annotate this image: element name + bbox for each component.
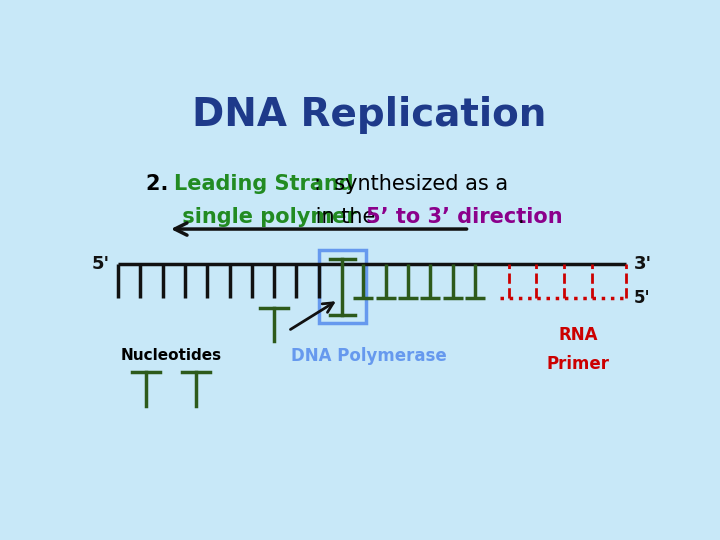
Text: 5’ to 3’ direction: 5’ to 3’ direction	[366, 207, 562, 227]
Text: in the: in the	[309, 207, 382, 227]
Text: :  synthesized as a: : synthesized as a	[314, 173, 508, 193]
Text: 2.: 2.	[145, 173, 183, 193]
Text: RNA: RNA	[559, 326, 598, 344]
Text: 3': 3'	[634, 255, 652, 273]
Text: DNA Polymerase: DNA Polymerase	[291, 347, 447, 365]
Text: Leading Strand: Leading Strand	[174, 173, 354, 193]
Text: Nucleotides: Nucleotides	[120, 348, 222, 363]
Text: single polymer: single polymer	[145, 207, 356, 227]
Text: .: .	[518, 207, 525, 227]
Text: DNA Replication: DNA Replication	[192, 96, 546, 134]
Text: 5': 5'	[634, 289, 651, 307]
FancyBboxPatch shape	[319, 250, 366, 322]
Text: Primer: Primer	[546, 355, 610, 373]
Text: 5': 5'	[91, 255, 109, 273]
